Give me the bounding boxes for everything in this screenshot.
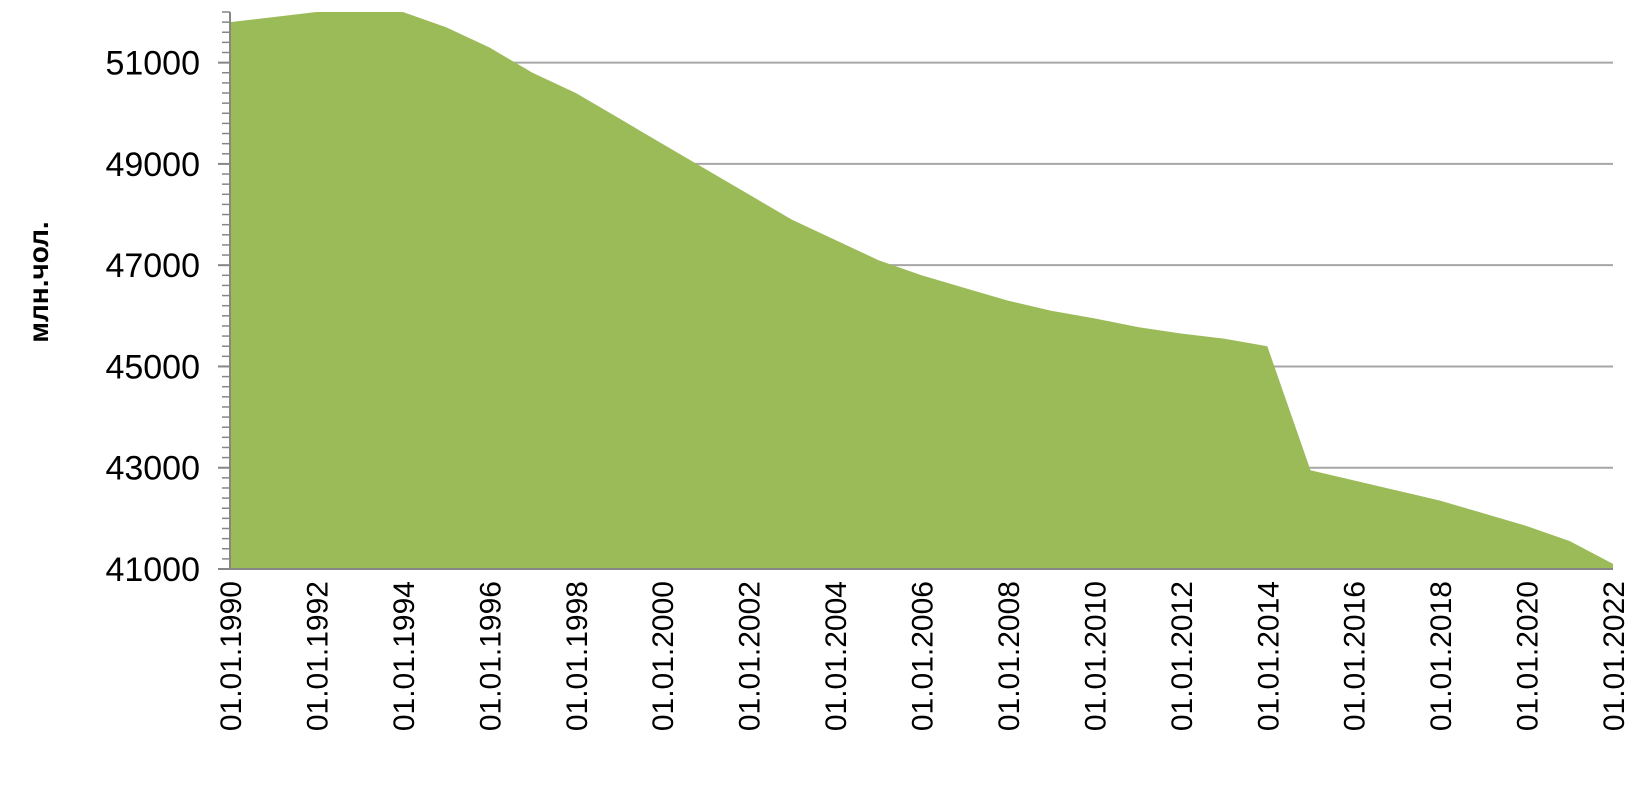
y-tick-labels: 41000 43000 45000 47000 49000 51000 [105, 45, 200, 589]
x-tick-label-01.01.1992: 01.01.1992 [301, 581, 334, 731]
x-tick-label-01.01.2016: 01.01.2016 [1339, 581, 1372, 731]
x-tick-label-01.01.2020: 01.01.2020 [1512, 581, 1545, 731]
x-tick-label-01.01.2012: 01.01.2012 [1166, 581, 1199, 731]
y-axis [218, 11, 1613, 570]
x-tick-label-01.01.2014: 01.01.2014 [1252, 581, 1285, 731]
x-tick-label-01.01.1990: 01.01.1990 [215, 581, 248, 731]
x-tick-label-01.01.2004: 01.01.2004 [820, 581, 853, 731]
x-tick-label-01.01.1994: 01.01.1994 [388, 581, 421, 731]
x-tick-label-01.01.2022: 01.01.2022 [1598, 581, 1631, 731]
x-tick-label-01.01.2008: 01.01.2008 [993, 581, 1026, 731]
x-tick-label-01.01.2010: 01.01.2010 [1079, 581, 1112, 731]
y-tick-label-43000: 43000 [105, 450, 200, 488]
x-tick-label-01.01.2000: 01.01.2000 [647, 581, 680, 731]
x-tick-label-01.01.1998: 01.01.1998 [561, 581, 594, 731]
y-tick-label-41000: 41000 [105, 551, 200, 589]
x-tick-label-01.01.2002: 01.01.2002 [734, 581, 767, 731]
area-series [230, 12, 1613, 569]
x-tick-label-01.01.2006: 01.01.2006 [907, 581, 940, 731]
y-tick-label-51000: 51000 [105, 45, 200, 83]
area-fill [230, 12, 1613, 569]
y-tick-label-45000: 45000 [105, 348, 200, 386]
y-tick-label-47000: 47000 [105, 247, 200, 285]
y-axis-title: млн.чол. [23, 221, 54, 342]
x-tick-label-01.01.1996: 01.01.1996 [474, 581, 507, 731]
y-tick-label-49000: 49000 [105, 146, 200, 184]
x-tick-labels: 01.01.1990 01.01.1992 01.01.1994 01.01.1996… [215, 581, 1631, 731]
x-tick-label-01.01.2018: 01.01.2018 [1425, 581, 1458, 731]
